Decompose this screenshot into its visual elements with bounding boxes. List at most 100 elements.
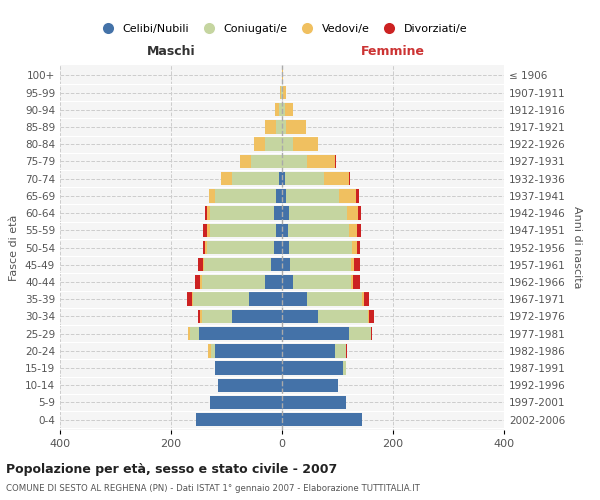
Bar <box>215 362 282 374</box>
Bar <box>232 172 279 186</box>
Bar <box>287 224 349 237</box>
Bar <box>353 275 360 288</box>
Bar <box>282 154 307 168</box>
Text: Popolazione per età, sesso e stato civile - 2007: Popolazione per età, sesso e stato civil… <box>6 462 337 475</box>
Bar <box>282 103 285 117</box>
Bar <box>265 138 282 151</box>
Bar <box>281 86 282 100</box>
Bar <box>210 396 282 409</box>
Text: Femmine: Femmine <box>361 45 425 58</box>
Bar <box>271 258 282 272</box>
Bar <box>209 189 215 202</box>
Bar <box>207 241 274 254</box>
Text: COMUNE DI SESTO AL REGHENA (PN) - Dati ISTAT 1° gennaio 2007 - Elaborazione TUTT: COMUNE DI SESTO AL REGHENA (PN) - Dati I… <box>6 484 420 493</box>
Bar <box>282 206 289 220</box>
Bar <box>207 224 210 237</box>
Bar <box>282 310 318 323</box>
Bar <box>282 413 362 426</box>
Bar <box>200 310 202 323</box>
Bar <box>193 292 249 306</box>
Bar <box>277 120 282 134</box>
Bar <box>215 189 277 202</box>
Bar <box>282 344 335 358</box>
Bar <box>200 275 202 288</box>
Bar <box>282 138 293 151</box>
Bar <box>203 241 205 254</box>
Bar <box>369 310 374 323</box>
Bar <box>290 258 352 272</box>
Bar <box>275 103 279 117</box>
Bar <box>210 224 277 237</box>
Bar <box>218 378 282 392</box>
Bar <box>282 396 346 409</box>
Bar <box>265 275 282 288</box>
Bar <box>190 327 199 340</box>
Bar <box>282 362 343 374</box>
Bar <box>192 292 193 306</box>
Bar <box>249 292 282 306</box>
Bar <box>347 206 358 220</box>
Bar <box>286 189 339 202</box>
Bar <box>282 189 286 202</box>
Bar <box>282 292 307 306</box>
Bar <box>289 206 347 220</box>
Bar <box>254 138 265 151</box>
Bar <box>241 154 251 168</box>
Bar <box>285 103 293 117</box>
Bar <box>352 275 353 288</box>
Bar <box>251 154 282 168</box>
Bar <box>197 310 200 323</box>
Bar <box>346 344 347 358</box>
Bar <box>282 224 287 237</box>
Bar <box>368 310 369 323</box>
Bar <box>215 344 282 358</box>
Bar <box>277 224 282 237</box>
Bar <box>221 172 232 186</box>
Bar <box>356 189 359 202</box>
Bar <box>349 327 371 340</box>
Bar <box>205 206 207 220</box>
Legend: Celibi/Nubili, Coniugati/e, Vedovi/e, Divorziati/e: Celibi/Nubili, Coniugati/e, Vedovi/e, Di… <box>92 20 472 38</box>
Bar <box>282 258 290 272</box>
Bar <box>323 172 349 186</box>
Bar <box>282 241 289 254</box>
Bar <box>285 172 323 186</box>
Bar <box>349 224 357 237</box>
Bar <box>198 258 203 272</box>
Bar <box>357 224 361 237</box>
Bar <box>203 224 207 237</box>
Bar <box>202 310 232 323</box>
Bar <box>282 120 286 134</box>
Bar <box>202 275 265 288</box>
Bar <box>282 275 293 288</box>
Y-axis label: Fasce di età: Fasce di età <box>10 214 19 280</box>
Bar <box>318 310 368 323</box>
Bar <box>364 292 369 306</box>
Bar <box>358 206 361 220</box>
Bar <box>349 172 350 186</box>
Bar <box>196 413 282 426</box>
Bar <box>352 258 354 272</box>
Bar <box>277 189 282 202</box>
Bar <box>205 241 207 254</box>
Bar <box>188 327 190 340</box>
Bar <box>187 292 192 306</box>
Bar <box>208 344 211 358</box>
Bar <box>283 86 286 100</box>
Y-axis label: Anni di nascita: Anni di nascita <box>572 206 582 289</box>
Bar <box>274 241 282 254</box>
Bar <box>307 292 362 306</box>
Bar <box>282 86 283 100</box>
Bar <box>279 172 282 186</box>
Bar <box>293 275 352 288</box>
Bar <box>335 344 346 358</box>
Bar <box>211 344 215 358</box>
Bar <box>282 378 337 392</box>
Bar <box>357 241 360 254</box>
Bar <box>286 120 306 134</box>
Text: Maschi: Maschi <box>146 45 196 58</box>
Bar <box>282 327 349 340</box>
Bar <box>335 154 337 168</box>
Bar <box>352 241 357 254</box>
Bar <box>289 241 352 254</box>
